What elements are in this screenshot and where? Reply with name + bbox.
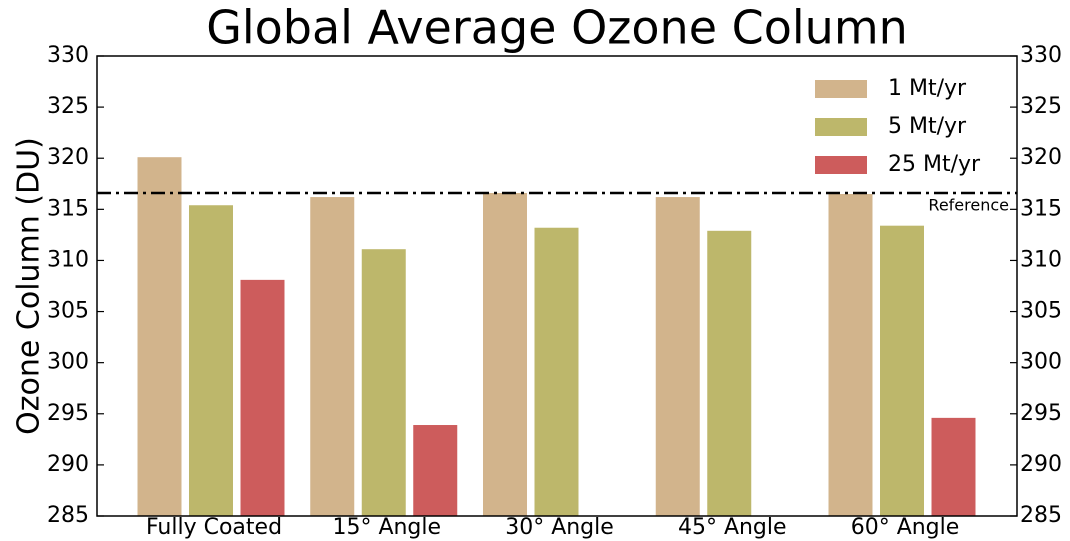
legend-swatch (815, 80, 867, 98)
bar (310, 197, 355, 517)
y-tick-label: 315 (47, 196, 89, 221)
legend-swatch (815, 156, 867, 174)
legend-label: 5 Mt/yr (888, 114, 967, 139)
y2-tick-label: 285 (1020, 503, 1062, 528)
x-tick-label: 15° Angle (332, 515, 441, 540)
y-tick-label: 310 (47, 247, 89, 272)
y-tick-label: 295 (47, 401, 89, 426)
x-tick-label: 45° Angle (678, 515, 787, 540)
bar (707, 230, 752, 517)
y-tick-label: 330 (47, 43, 89, 68)
bar (413, 425, 458, 516)
bar (240, 279, 285, 516)
y2-tick-label: 320 (1020, 145, 1062, 170)
bar (483, 192, 527, 516)
y2-tick-label: 295 (1020, 401, 1062, 426)
reference-label: Reference (928, 195, 1009, 214)
y2-tick-label: 310 (1020, 247, 1062, 272)
y-tick-label: 300 (47, 350, 89, 375)
y2-tick-label: 300 (1020, 350, 1062, 375)
y-tick-label: 325 (47, 94, 89, 119)
y-tick-label: 285 (47, 503, 89, 528)
plot-frame (96, 55, 1018, 517)
chart-title: Global Average Ozone Column (206, 1, 908, 55)
y2-tick-label: 305 (1020, 299, 1062, 324)
y2-tick-label: 330 (1020, 43, 1062, 68)
bar (828, 194, 873, 516)
bar (189, 205, 233, 516)
bar (880, 225, 924, 516)
x-tick-label: Fully Coated (146, 515, 282, 540)
y2-tick-label: 325 (1020, 94, 1062, 119)
y-axis-label: Ozone Column (DU) (12, 137, 47, 435)
bar (534, 227, 579, 516)
y2-tick-label: 315 (1020, 196, 1062, 221)
y2-tick-label: 290 (1020, 452, 1062, 477)
legend-label: 1 Mt/yr (888, 76, 967, 101)
x-tick-label: 60° Angle (851, 515, 960, 540)
bar (361, 249, 406, 516)
bar (137, 157, 182, 516)
y-tick-label: 290 (47, 452, 89, 477)
y-tick-label: 320 (47, 145, 89, 170)
bar (655, 197, 700, 517)
legend-swatch (815, 118, 867, 136)
y-tick-label: 305 (47, 299, 89, 324)
bar (931, 417, 976, 516)
x-tick-label: 30° Angle (505, 515, 614, 540)
legend-label: 25 Mt/yr (888, 152, 981, 177)
